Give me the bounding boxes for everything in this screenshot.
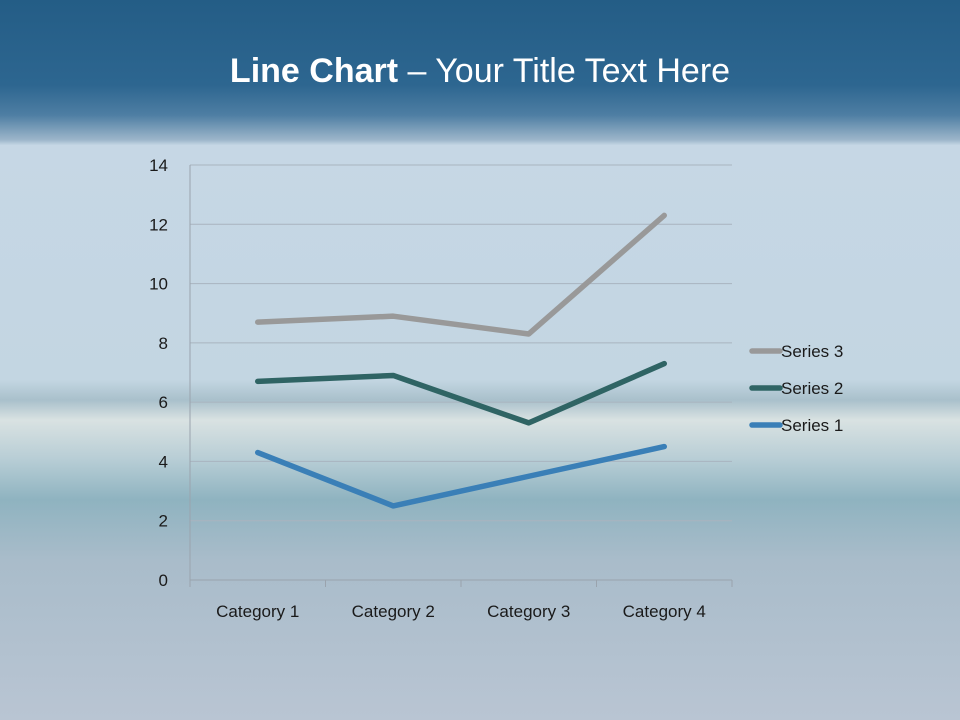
- y-tick-label: 2: [159, 512, 168, 531]
- y-tick-label: 12: [149, 215, 168, 234]
- x-tick-label: Category 3: [487, 602, 570, 621]
- y-tick-label: 6: [159, 393, 168, 412]
- series-line-2: [255, 360, 667, 426]
- title-bold: Line Chart: [229, 52, 399, 90]
- y-tick-label: 0: [159, 571, 168, 590]
- legend-label: Series 2: [781, 379, 843, 398]
- x-tick-label: Category 4: [623, 602, 706, 621]
- title-banner: Line Chart – Your Title Text Here: [0, 0, 960, 145]
- series-line-1: [255, 443, 667, 509]
- y-tick-label: 8: [159, 334, 168, 353]
- legend-label: Series 1: [781, 416, 843, 435]
- x-tick-label: Category 2: [352, 602, 435, 621]
- x-tick-label: Category 1: [216, 602, 299, 621]
- legend-label: Series 3: [781, 342, 843, 361]
- y-tick-label: 14: [149, 156, 168, 175]
- y-tick-label: 4: [159, 452, 168, 471]
- slide-title: Line Chart – Your Title Text Here: [0, 52, 960, 91]
- title-rest: – Your Title Text Here: [398, 52, 731, 90]
- y-tick-label: 10: [149, 275, 168, 294]
- series-line-3: [255, 212, 667, 337]
